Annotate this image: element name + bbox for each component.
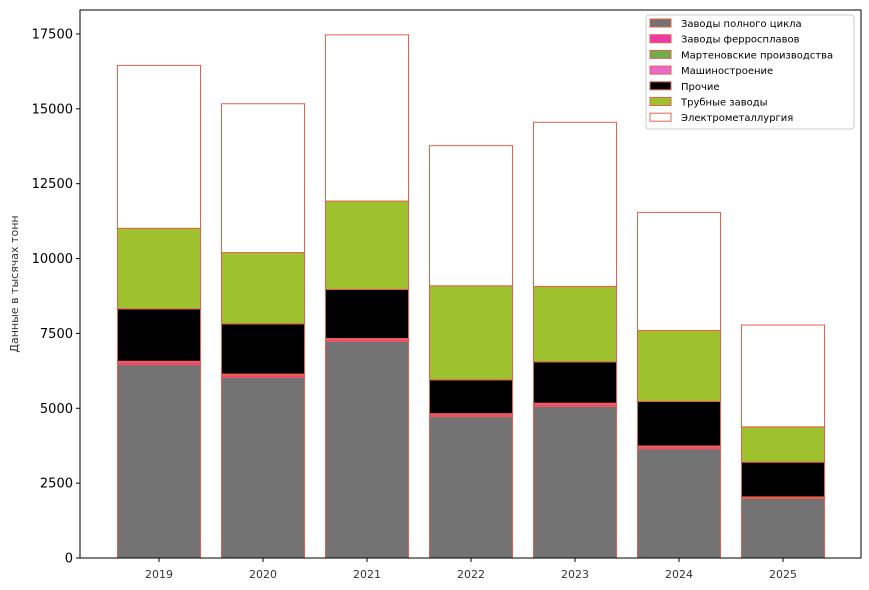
x-tick-label: 2022 — [457, 568, 485, 581]
bar-segment — [637, 400, 721, 447]
bar-segment — [533, 285, 617, 363]
bar-segment — [117, 308, 201, 362]
bar-segment — [533, 121, 617, 287]
legend-box — [645, 14, 855, 130]
bar-segment — [741, 324, 825, 428]
legend-swatch — [649, 112, 672, 122]
legend-swatch — [649, 34, 672, 44]
legend-swatch — [649, 49, 672, 59]
bar-segment — [429, 145, 513, 287]
legend-swatch — [649, 18, 672, 28]
y-tick-label: 12500 — [32, 177, 73, 192]
bar-segment — [117, 364, 201, 559]
bar-segment — [325, 288, 409, 340]
bar-segment — [429, 379, 513, 415]
x-tick-label: 2024 — [665, 568, 693, 581]
bar-segment — [221, 323, 305, 375]
x-tick-label: 2021 — [353, 568, 381, 581]
bars-layer — [117, 34, 825, 559]
bar-segment — [637, 329, 721, 402]
bar-segment — [637, 448, 721, 559]
bar-segment — [221, 376, 305, 559]
y-tick-label: 5000 — [40, 402, 73, 417]
y-axis: 0 2500 5000 7500 10000 12500 15000 17500 — [32, 27, 80, 567]
legend-label: Электрометаллургия — [681, 113, 793, 124]
x-tick-label: 2019 — [145, 568, 173, 581]
bar-segment — [429, 285, 513, 381]
legend-label: Заводы полного цикла — [681, 19, 802, 30]
bar-segment — [221, 252, 305, 325]
legend-label: Заводы ферросплавов — [681, 35, 800, 46]
legend-label: Мартеновские производства — [681, 50, 833, 61]
bar-segment — [325, 340, 409, 559]
legend-swatch — [649, 81, 672, 91]
x-tick-label: 2023 — [561, 568, 589, 581]
bar-segment — [533, 361, 617, 404]
x-axis: 2019 2020 2021 2022 2023 2024 2025 — [145, 558, 797, 581]
bar-segment — [741, 497, 825, 559]
legend-label: Машиностроение — [681, 66, 773, 77]
bar-segment — [117, 227, 201, 310]
legend-label: Трубные заводы — [680, 98, 768, 109]
bar-segment — [221, 103, 305, 254]
bar-segment — [533, 405, 617, 559]
bar-segment — [325, 200, 409, 290]
y-axis-label: Данные в тысячах тонн — [8, 215, 21, 352]
legend-swatch — [649, 97, 672, 106]
y-tick-label: 17500 — [32, 27, 73, 42]
bar-segment — [325, 34, 409, 202]
x-tick-label: 2025 — [769, 568, 797, 581]
bar-segment — [117, 64, 201, 229]
y-tick-label: 2500 — [40, 477, 73, 492]
legend-swatch — [649, 65, 672, 75]
bar-segment — [429, 416, 513, 559]
y-tick-label: 10000 — [32, 252, 73, 267]
y-tick-label: 0 — [65, 552, 73, 567]
bar-segment — [637, 211, 721, 331]
bar-segment — [741, 461, 825, 498]
y-tick-label: 7500 — [40, 327, 73, 342]
legend-label: Прочие — [681, 82, 720, 93]
y-tick-label: 15000 — [32, 102, 73, 117]
bar-segment — [741, 426, 825, 463]
legend: Заводы полного цикла Заводы ферросплавов М… — [645, 14, 855, 130]
x-tick-label: 2020 — [249, 568, 277, 581]
